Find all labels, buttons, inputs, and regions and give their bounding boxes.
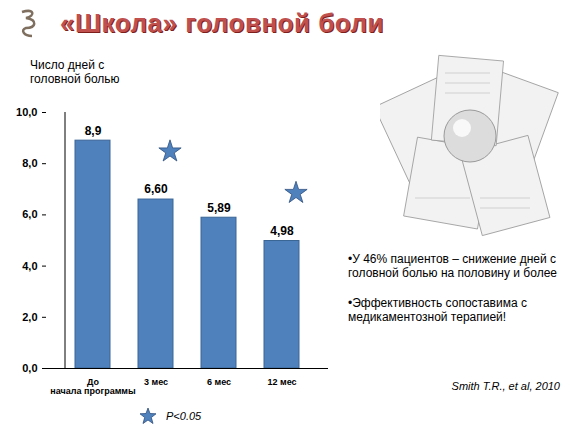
html-text:•Эффективность сопоставима с м: •Эффективность сопоставима с медикаменто… xyxy=(348,296,527,324)
svg-text:4,0: 4,0 xyxy=(22,260,37,272)
svg-text:12 мес: 12 мес xyxy=(267,377,296,387)
html-text:P<0.05: P<0.05 xyxy=(166,410,202,422)
svg-text:6,60: 6,60 xyxy=(144,182,168,196)
html-text:«Школа» головной боли: «Школа» головной боли xyxy=(60,8,384,38)
svg-text:3 мес: 3 мес xyxy=(144,377,168,387)
html-text:•У 46% пациентов – снижение дн: •У 46% пациентов – снижение дней с голов… xyxy=(348,252,557,280)
svg-text:6 мес: 6 мес xyxy=(207,377,231,387)
svg-text:Доначала программы: Доначала программы xyxy=(50,377,136,397)
svg-text:0,0: 0,0 xyxy=(22,362,37,374)
html-text:Число дней с головной болью: Число дней с головной болью xyxy=(30,58,120,86)
svg-text:6,0: 6,0 xyxy=(22,208,37,220)
svg-text:8,9: 8,9 xyxy=(85,124,102,138)
svg-text:2,0: 2,0 xyxy=(22,311,37,323)
svg-text:5,89: 5,89 xyxy=(207,201,231,215)
svg-text:10,0: 10,0 xyxy=(16,106,37,118)
svg-text:8,0: 8,0 xyxy=(22,157,37,169)
svg-text:4,98: 4,98 xyxy=(270,224,294,238)
html-text:Smith T.R., et al, 2010: Smith T.R., et al, 2010 xyxy=(451,380,560,392)
